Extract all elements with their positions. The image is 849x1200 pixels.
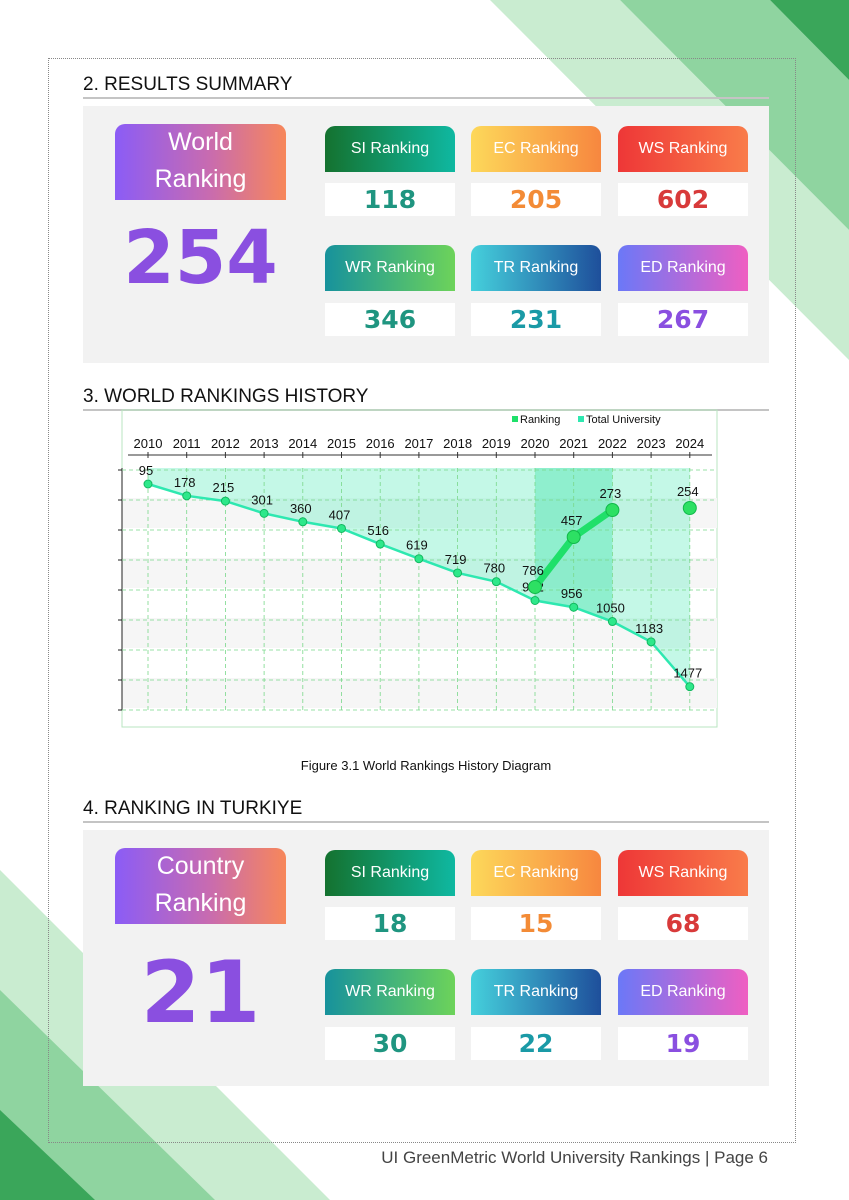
ranking-area (535, 468, 613, 622)
x-tick-label: 2017 (404, 436, 433, 451)
country-ranking-label-line1: Country (156, 852, 245, 880)
x-tick-label: 2024 (675, 436, 704, 451)
wr-ranking-value: 346 (325, 303, 455, 336)
total-university-point (530, 596, 540, 606)
x-tick-label: 2019 (482, 436, 511, 451)
ranking-data-label: 273 (600, 486, 622, 501)
world-ranking-badge: World Ranking (115, 124, 286, 200)
country-si-ranking-label: SI Ranking (325, 850, 455, 896)
x-tick-label: 2020 (521, 436, 550, 451)
ws-ranking-label: WS Ranking (618, 126, 748, 172)
ec-ranking-label: EC Ranking (471, 126, 601, 172)
total-university-point (220, 496, 230, 506)
total-university-point (414, 554, 424, 564)
tr-ranking-value: 231 (471, 303, 601, 336)
ed-ranking-label: ED Ranking (618, 245, 748, 291)
country-ed-ranking-value: 19 (618, 1027, 748, 1060)
country-ws-ranking-value: 68 (618, 907, 748, 940)
country-tr-ranking-value: 22 (471, 1027, 601, 1060)
total-university-data-label: 360 (290, 501, 312, 516)
country-tr-ranking-label: TR Ranking (471, 969, 601, 1015)
total-university-area (148, 468, 690, 687)
ranking-point (566, 530, 581, 544)
total-university-point (143, 479, 153, 489)
total-university-point (685, 682, 695, 692)
x-tick-label: 2012 (211, 436, 240, 451)
ranking-data-label: 457 (561, 513, 583, 528)
tr-ranking-label: TR Ranking (471, 245, 601, 291)
total-university-data-label: 215 (213, 480, 235, 495)
world-ranking-label-line1: World (168, 128, 233, 156)
total-university-data-label: 619 (406, 538, 428, 553)
total-university-point (646, 637, 656, 647)
total-university-point (453, 568, 463, 578)
country-si-ranking-value: 18 (325, 907, 455, 940)
ranking-in-turkiye-panel: Country Ranking 21 SI Ranking 18 EC Rank… (83, 830, 769, 1086)
total-university-point (491, 577, 501, 587)
page-footer: UI GreenMetric World University Rankings… (381, 1148, 768, 1167)
total-university-point (298, 517, 308, 527)
total-university-point (569, 602, 579, 612)
ranking-data-label: 786 (522, 563, 544, 578)
total-university-data-label: 178 (174, 475, 196, 490)
legend-label: Ranking (520, 414, 560, 426)
country-ranking-value: 21 (140, 943, 261, 1043)
section-title-ranking-in-turkiye: 4. RANKING IN TURKIYE (83, 798, 769, 823)
country-ed-ranking-label: ED Ranking (618, 969, 748, 1015)
country-ec-ranking-label: EC Ranking (471, 850, 601, 896)
x-tick-label: 2018 (443, 436, 472, 451)
x-tick-label: 2015 (327, 436, 356, 451)
world-ranking-value: 254 (123, 215, 278, 301)
country-wr-ranking-value: 30 (325, 1027, 455, 1060)
x-tick-label: 2016 (366, 436, 395, 451)
world-rankings-history-chart: 2010 2011 2012 2013 2014 2015 2016 2017 2018 2019… (118, 409, 718, 728)
section-title-results-summary: 2. RESULTS SUMMARY (83, 74, 769, 99)
legend-swatch (512, 416, 518, 422)
country-ranking-badge: Country Ranking (115, 848, 286, 924)
legend-swatch (578, 416, 584, 422)
country-ranking-label-line2: Ranking (154, 889, 247, 917)
total-university-point (607, 617, 617, 627)
world-ranking-label-line2: Ranking (154, 165, 247, 193)
ranking-point (682, 501, 697, 515)
total-university-point (375, 539, 385, 549)
country-wr-ranking-label: WR Ranking (325, 969, 455, 1015)
country-ec-ranking-value: 15 (471, 907, 601, 940)
ranking-data-label: 254 (677, 484, 699, 499)
x-tick-label: 2023 (637, 436, 666, 451)
results-summary-panel: World Ranking 254 SI Ranking 118 EC Rank… (83, 106, 769, 363)
total-university-data-label: 301 (251, 492, 273, 507)
x-tick-label: 2013 (250, 436, 279, 451)
wr-ranking-label: WR Ranking (325, 245, 455, 291)
ec-ranking-value: 205 (471, 183, 601, 216)
ed-ranking-value: 267 (618, 303, 748, 336)
total-university-point (182, 491, 192, 501)
country-ws-ranking-label: WS Ranking (618, 850, 748, 896)
total-university-data-label: 516 (367, 523, 389, 538)
total-university-data-label: 95 (139, 463, 153, 478)
total-university-data-label: 780 (483, 561, 505, 576)
figure-caption: Figure 3.1 World Rankings History Diagra… (300, 758, 552, 773)
legend-label: Total University (586, 414, 661, 426)
chart-band (122, 678, 717, 708)
x-tick-label: 2010 (134, 436, 163, 451)
total-university-data-label: 1050 (596, 601, 625, 616)
x-tick-label: 2021 (559, 436, 588, 451)
total-university-point (337, 523, 346, 533)
ranking-point (528, 580, 542, 594)
total-university-point (259, 508, 269, 518)
x-tick-label: 2022 (598, 436, 627, 451)
x-tick-label: 2011 (173, 436, 201, 451)
total-university-data-label: 956 (561, 586, 583, 601)
ws-ranking-value: 602 (618, 183, 748, 216)
total-university-data-label: 407 (329, 507, 351, 522)
x-tick-label: 2014 (288, 436, 317, 451)
total-university-data-label: 719 (445, 552, 467, 567)
ranking-point (605, 503, 620, 517)
si-ranking-label: SI Ranking (325, 126, 455, 172)
page-frame (48, 58, 796, 1143)
total-university-data-label: 1477 (673, 666, 702, 681)
total-university-data-label: 1183 (635, 621, 663, 636)
si-ranking-value: 118 (325, 183, 455, 216)
